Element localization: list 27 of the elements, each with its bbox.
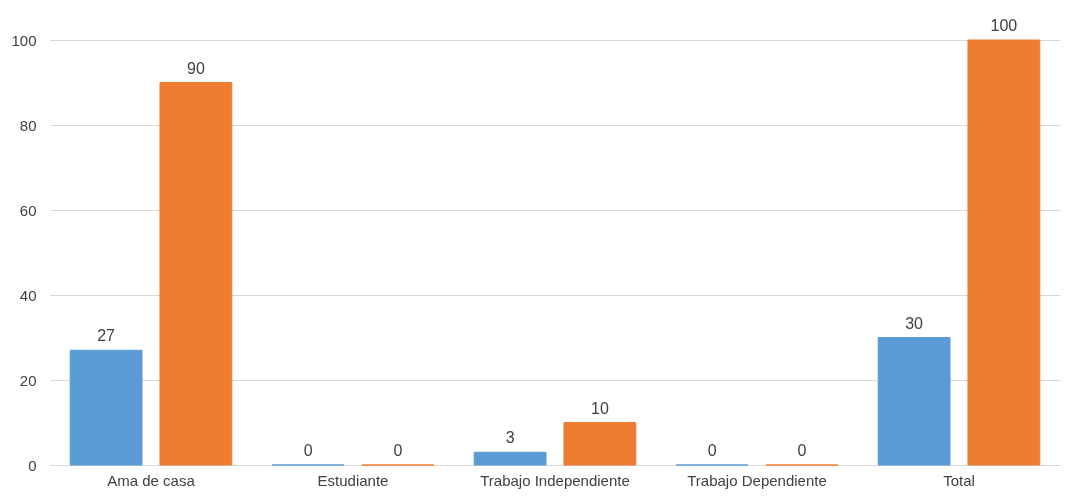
y-tick-label: 100 bbox=[11, 31, 37, 49]
x-tick-label: Trabajo Dependiente bbox=[687, 471, 827, 489]
data-label: 0 bbox=[797, 442, 807, 459]
bar bbox=[563, 422, 637, 466]
data-label: 3 bbox=[505, 429, 515, 447]
bar bbox=[877, 337, 951, 466]
x-tick-label: Total bbox=[943, 471, 975, 489]
data-label: 10 bbox=[590, 399, 609, 417]
data-label: 100 bbox=[990, 17, 1018, 34]
data-label: 0 bbox=[303, 442, 313, 459]
bar bbox=[967, 39, 1041, 466]
bar bbox=[69, 349, 143, 466]
data-label: 27 bbox=[97, 327, 116, 345]
data-label: 90 bbox=[186, 59, 205, 77]
data-label: 0 bbox=[707, 442, 717, 459]
y-tick-label: 40 bbox=[19, 286, 37, 304]
y-tick-label: 20 bbox=[19, 371, 37, 389]
x-tick-label: Ama de casa bbox=[107, 471, 196, 489]
x-tick-label: Estudiante bbox=[317, 471, 389, 489]
bar bbox=[159, 82, 233, 466]
y-tick-label: 80 bbox=[19, 116, 37, 134]
y-tick-label: 0 bbox=[28, 456, 37, 474]
bar bbox=[473, 451, 547, 466]
y-tick-label: 60 bbox=[19, 201, 37, 219]
data-label: 30 bbox=[905, 314, 924, 332]
data-label: 0 bbox=[393, 442, 403, 459]
x-tick-label: Trabajo Independiente bbox=[480, 471, 630, 489]
